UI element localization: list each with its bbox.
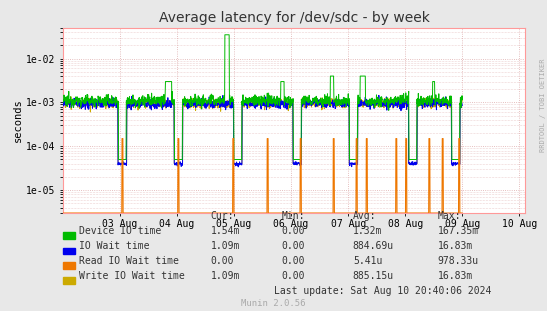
Text: 1.09m: 1.09m: [211, 271, 240, 281]
Text: Write IO Wait time: Write IO Wait time: [79, 271, 185, 281]
Text: 978.33u: 978.33u: [438, 256, 479, 266]
Text: Munin 2.0.56: Munin 2.0.56: [241, 299, 306, 308]
Text: 16.83m: 16.83m: [438, 271, 473, 281]
Text: Min:: Min:: [282, 211, 305, 221]
Text: Device IO time: Device IO time: [79, 226, 161, 236]
Text: 5.41u: 5.41u: [353, 256, 382, 266]
Text: 0.00: 0.00: [282, 271, 305, 281]
Text: 885.15u: 885.15u: [353, 271, 394, 281]
Text: RRDTOOL / TOBI OETIKER: RRDTOOL / TOBI OETIKER: [540, 59, 546, 152]
Text: 0.00: 0.00: [282, 241, 305, 251]
Text: 0.00: 0.00: [282, 226, 305, 236]
Text: 884.69u: 884.69u: [353, 241, 394, 251]
Text: 1.54m: 1.54m: [211, 226, 240, 236]
Text: Avg:: Avg:: [353, 211, 376, 221]
Text: 1.09m: 1.09m: [211, 241, 240, 251]
Text: Cur:: Cur:: [211, 211, 234, 221]
Text: 0.00: 0.00: [282, 256, 305, 266]
Text: Max:: Max:: [438, 211, 461, 221]
Text: 1.32m: 1.32m: [353, 226, 382, 236]
Text: Read IO Wait time: Read IO Wait time: [79, 256, 179, 266]
Text: Last update: Sat Aug 10 20:40:06 2024: Last update: Sat Aug 10 20:40:06 2024: [274, 286, 491, 296]
Text: 0.00: 0.00: [211, 256, 234, 266]
Y-axis label: seconds: seconds: [13, 99, 23, 142]
Title: Average latency for /dev/sdc - by week: Average latency for /dev/sdc - by week: [159, 12, 429, 26]
Text: 167.35m: 167.35m: [438, 226, 479, 236]
Text: 16.83m: 16.83m: [438, 241, 473, 251]
Text: IO Wait time: IO Wait time: [79, 241, 150, 251]
